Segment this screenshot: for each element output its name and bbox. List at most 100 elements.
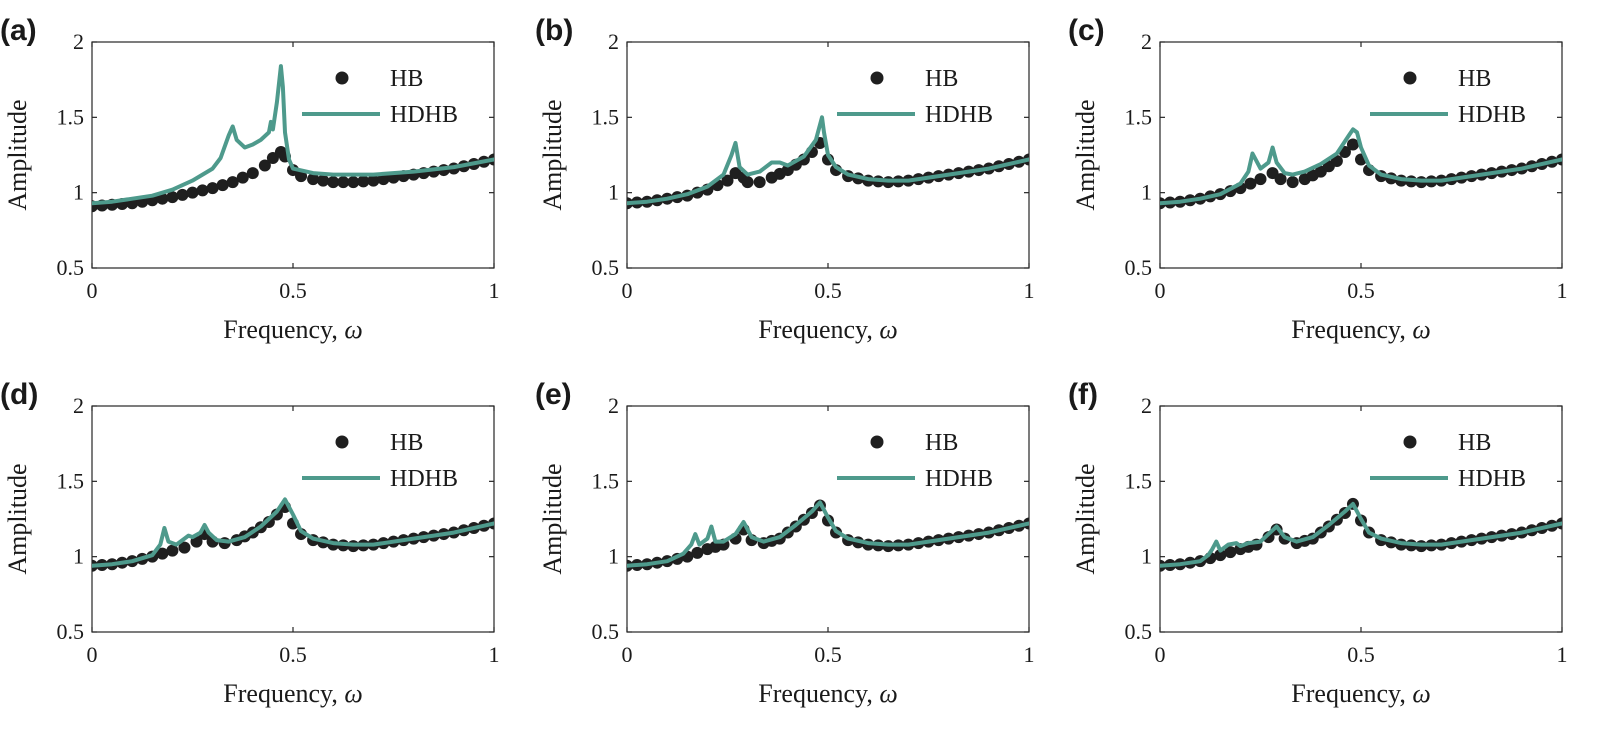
hb-point [186,186,199,199]
hdhb-line [1160,501,1562,568]
x-tick-label: 1 [489,642,500,667]
x-tick-label: 0.5 [279,278,307,303]
hb-point [367,174,380,187]
panel-label: (d) [0,378,38,411]
x-tick-label: 0 [87,278,98,303]
plot-area [627,115,1029,210]
hb-point [206,182,219,195]
hb-point [196,184,209,197]
panel-label: (b) [535,14,573,47]
hb-point [1346,138,1359,151]
x-tick-label: 0.5 [1347,642,1375,667]
series-hb [627,136,1029,210]
y-axis-label: Amplitude [1071,463,1100,574]
y-tick-label: 1.5 [57,468,85,493]
y-axis-label: Amplitude [538,99,567,210]
y-tick-label: 1.5 [1125,104,1153,129]
legend: HB HDHB [837,66,993,128]
plot-area [1160,497,1562,572]
x-axis-label-text: Frequency, [223,315,344,344]
x-tick-label: 0 [1155,642,1166,667]
hdhb-line [92,64,494,206]
legend-hb-label: HB [390,430,423,456]
x-tick-label: 0 [622,642,633,667]
x-tick-label: 0 [87,642,98,667]
legend-hb-marker [335,71,349,85]
y-tick-label: 0.5 [1125,619,1153,644]
plot-area [1160,127,1562,210]
y-axis-label: Amplitude [1071,99,1100,210]
hb-point [317,174,330,187]
hb-point [156,547,169,560]
x-axis-label-symbol: ω [879,315,897,344]
x-tick-label: 1 [1024,278,1035,303]
legend-hdhb-label: HDHB [925,466,993,492]
hb-point [741,176,754,189]
hb-point [178,541,191,554]
y-tick-label: 0.5 [592,619,620,644]
hb-point [753,176,766,189]
legend-hdhb-label: HDHB [390,102,458,128]
x-tick-label: 0.5 [1347,278,1375,303]
legend: HB HDHB [1370,66,1526,128]
hb-point [166,544,179,557]
legend-hdhb-label: HDHB [925,102,993,128]
legend-hb-marker [870,435,884,449]
legend-hb-label: HB [1458,430,1491,456]
hb-point [226,176,239,189]
x-tick-label: 0 [1155,278,1166,303]
panel-label: (e) [535,378,572,411]
hb-point [258,159,271,172]
x-axis-label-symbol: ω [344,679,362,708]
legend-hb-marker [1403,435,1417,449]
hb-point [1262,531,1275,544]
hb-point [1224,546,1237,559]
x-axis-label-text: Frequency, [758,679,879,708]
x-axis-label-symbol: ω [344,315,362,344]
legend-hdhb-label: HDHB [1458,466,1526,492]
hb-point [216,179,229,192]
y-axis-label: Amplitude [3,99,32,210]
hb-point [1244,177,1257,190]
hb-point [1330,155,1343,168]
y-tick-label: 2 [1141,393,1152,418]
x-tick-label: 1 [1557,278,1568,303]
legend-hb-label: HB [925,66,958,92]
plot-area [627,499,1029,572]
hb-point [1286,176,1299,189]
x-axis-label: Frequency, ω [223,679,362,708]
legend-hb-label: HB [925,430,958,456]
y-tick-label: 1.5 [592,104,620,129]
x-axis-label-symbol: ω [1412,679,1430,708]
y-tick-label: 2 [73,393,84,418]
hb-point [1214,549,1227,562]
x-axis-label: Frequency, ω [223,315,362,344]
x-axis-label: Frequency, ω [1291,679,1430,708]
legend: HB HDHB [1370,430,1526,492]
hb-point [166,191,179,204]
hb-point [236,171,249,184]
hb-point [1254,173,1267,186]
y-tick-label: 1 [608,544,619,569]
x-tick-label: 1 [1024,642,1035,667]
hb-point [176,188,189,201]
y-tick-label: 1 [73,544,84,569]
x-axis-label-symbol: ω [879,679,897,708]
y-tick-label: 2 [608,29,619,54]
x-axis-label-text: Frequency, [1291,315,1412,344]
hb-point [377,173,390,186]
x-axis-label-symbol: ω [1412,315,1430,344]
panel-label: (f) [1068,378,1098,411]
hb-point [357,175,370,188]
legend-hdhb-label: HDHB [1458,102,1526,128]
y-tick-label: 2 [73,29,84,54]
x-tick-label: 0.5 [814,642,842,667]
plot-area [92,64,494,213]
y-tick-label: 1 [1141,180,1152,205]
hb-point [347,176,360,189]
